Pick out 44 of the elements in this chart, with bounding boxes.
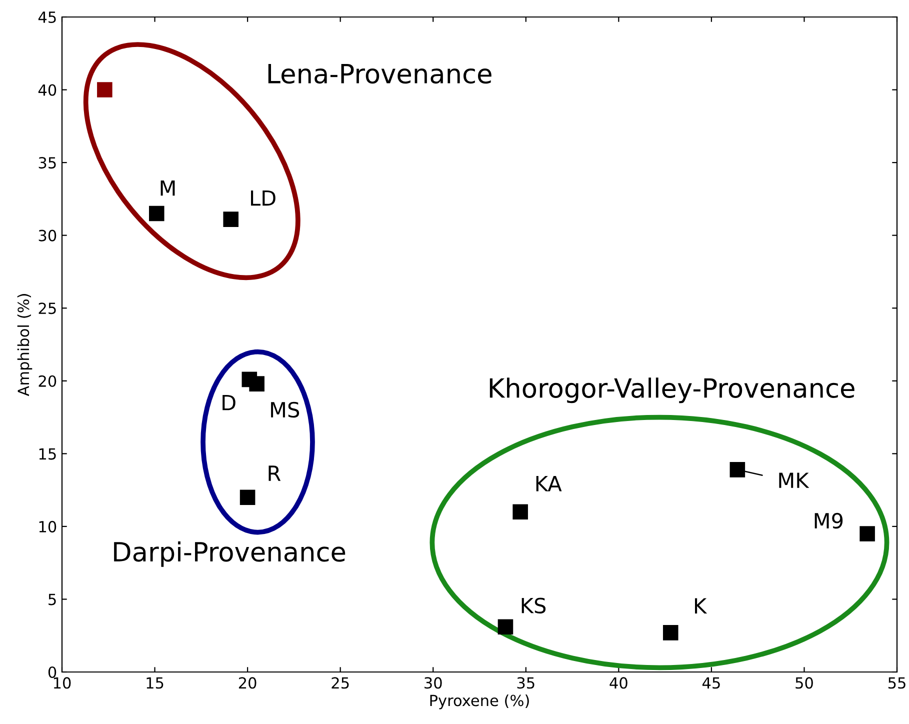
x-tick-label: 50 bbox=[796, 677, 813, 689]
x-tick-label: 25 bbox=[332, 677, 349, 689]
x-axis-title: Pyroxene (%) bbox=[430, 694, 529, 710]
point bbox=[223, 212, 238, 227]
annotation: LD bbox=[251, 190, 276, 206]
y-axis-title: Amphibol (%) bbox=[17, 294, 32, 396]
y-tick-label: 25 bbox=[38, 302, 56, 314]
x-tick-label: 15 bbox=[146, 677, 164, 689]
y-tick-label: 45 bbox=[38, 12, 56, 24]
annotation: KS bbox=[522, 598, 546, 614]
point bbox=[860, 526, 875, 542]
annotation: Khorogor-Valley-Provenance bbox=[490, 378, 854, 404]
x-tick-label: 55 bbox=[888, 677, 906, 689]
y-tick-label: 15 bbox=[39, 448, 56, 460]
point bbox=[512, 504, 528, 520]
y-tick-label: 20 bbox=[38, 375, 56, 387]
y-tick-label: 0 bbox=[48, 666, 56, 678]
annotation: K bbox=[695, 598, 708, 614]
y-tick-label: 5 bbox=[48, 594, 56, 606]
point bbox=[249, 376, 264, 392]
point bbox=[498, 619, 514, 635]
x-tick-label: 20 bbox=[238, 677, 256, 689]
y-tick-label: 35 bbox=[38, 157, 56, 169]
x-tick-label: 45 bbox=[702, 677, 720, 689]
annotation: MK bbox=[779, 472, 810, 488]
point bbox=[97, 82, 112, 98]
point bbox=[730, 462, 746, 478]
annotation: D bbox=[222, 394, 236, 410]
point bbox=[240, 490, 256, 505]
x-tick-label: 40 bbox=[610, 677, 628, 689]
y-tick-label: 10 bbox=[39, 520, 56, 532]
annotation: R bbox=[268, 466, 281, 481]
y-tick-label: 30 bbox=[38, 230, 56, 242]
annotation: KA bbox=[536, 476, 562, 492]
y-tick-label: 40 bbox=[38, 84, 56, 96]
annotation: Darpi-Provenance bbox=[114, 541, 346, 567]
point bbox=[662, 625, 678, 640]
annotation: Lena-Provenance bbox=[268, 64, 492, 84]
annotation: M bbox=[160, 180, 175, 196]
annotation: MS bbox=[271, 402, 300, 418]
point bbox=[148, 206, 164, 222]
x-tick-label: 30 bbox=[424, 677, 442, 689]
annotation: M9 bbox=[814, 512, 843, 529]
x-tick-label: 35 bbox=[517, 677, 534, 689]
